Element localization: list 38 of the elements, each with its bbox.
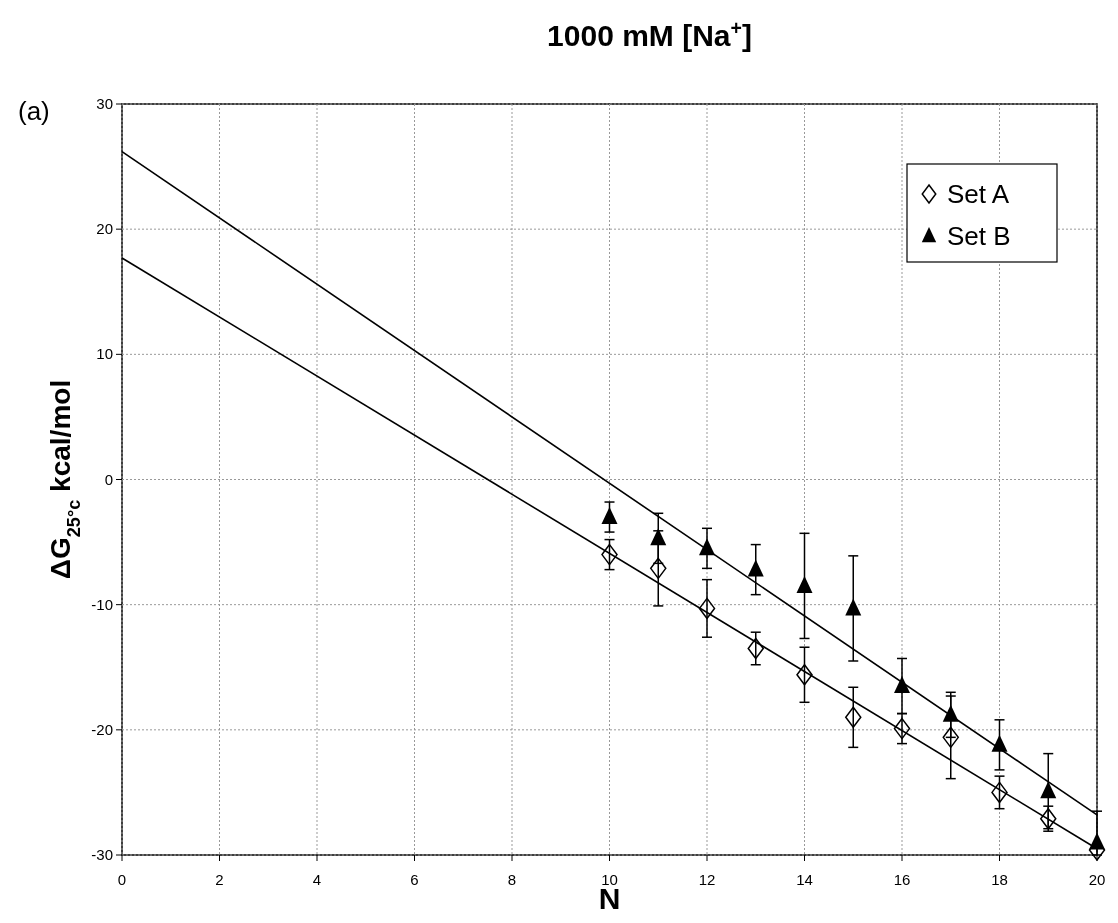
x-tick-label: 8 <box>507 871 517 888</box>
point <box>894 676 910 694</box>
y-tick-label: -20 <box>91 720 113 738</box>
x-tick-label: 16 <box>893 871 911 888</box>
point <box>601 507 618 525</box>
point <box>991 781 1008 804</box>
point <box>747 637 764 660</box>
y-tick-label: 10 <box>96 345 113 363</box>
x-tick-label: 0 <box>117 871 127 888</box>
x-tick-label: 14 <box>796 871 813 888</box>
x-tick-label: 12 <box>698 871 716 888</box>
y-tick-label: -10 <box>91 595 113 613</box>
legend-label: Set A <box>947 179 1010 209</box>
point <box>650 557 667 580</box>
point <box>893 717 911 740</box>
point <box>796 664 813 686</box>
x-tick-label: 20 <box>1088 871 1106 888</box>
point <box>845 706 862 729</box>
text: (a) <box>18 96 50 126</box>
point <box>1040 781 1057 799</box>
y-tick-label: 0 <box>104 470 113 488</box>
point <box>601 543 618 566</box>
point <box>991 734 1008 752</box>
x-tick-label: 18 <box>991 871 1008 888</box>
x-tick-label: 6 <box>410 871 419 888</box>
point <box>699 538 715 556</box>
point <box>747 559 764 577</box>
point <box>845 598 862 616</box>
point <box>796 575 813 593</box>
chart-title: 1000 mM [Na$^{+}$] <box>547 17 752 52</box>
point <box>698 597 716 620</box>
y-tick-label: -30 <box>91 846 113 863</box>
x-tick-label: 4 <box>312 871 322 888</box>
point <box>942 726 959 749</box>
legend-label: Set B <box>947 221 1011 251</box>
x-tick-label: 2 <box>215 871 224 888</box>
y-tick-label: 30 <box>96 95 113 112</box>
y-tick-label: 20 <box>96 220 113 238</box>
